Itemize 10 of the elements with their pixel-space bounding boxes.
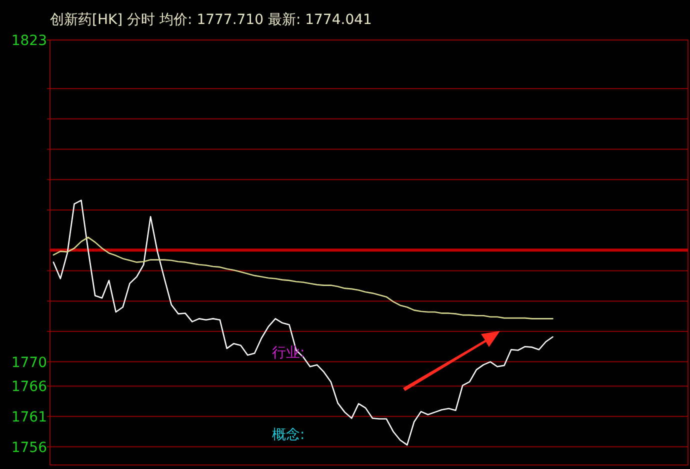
line-series	[52, 236, 554, 320]
annotation: 行业:	[272, 345, 305, 361]
line-series	[52, 200, 554, 446]
y-tick-label: 1770	[11, 354, 47, 371]
y-tick-label: 1766	[11, 379, 48, 396]
y-tick-label: 1756	[11, 440, 48, 456]
annotation: 概念:	[272, 427, 305, 443]
chart-title: 创新药[HK] 分时 均价: 1777.710 最新: 1774.041	[50, 12, 372, 28]
y-tick-label: 1761	[11, 409, 47, 426]
y-tick-label: 1823	[11, 33, 47, 49]
